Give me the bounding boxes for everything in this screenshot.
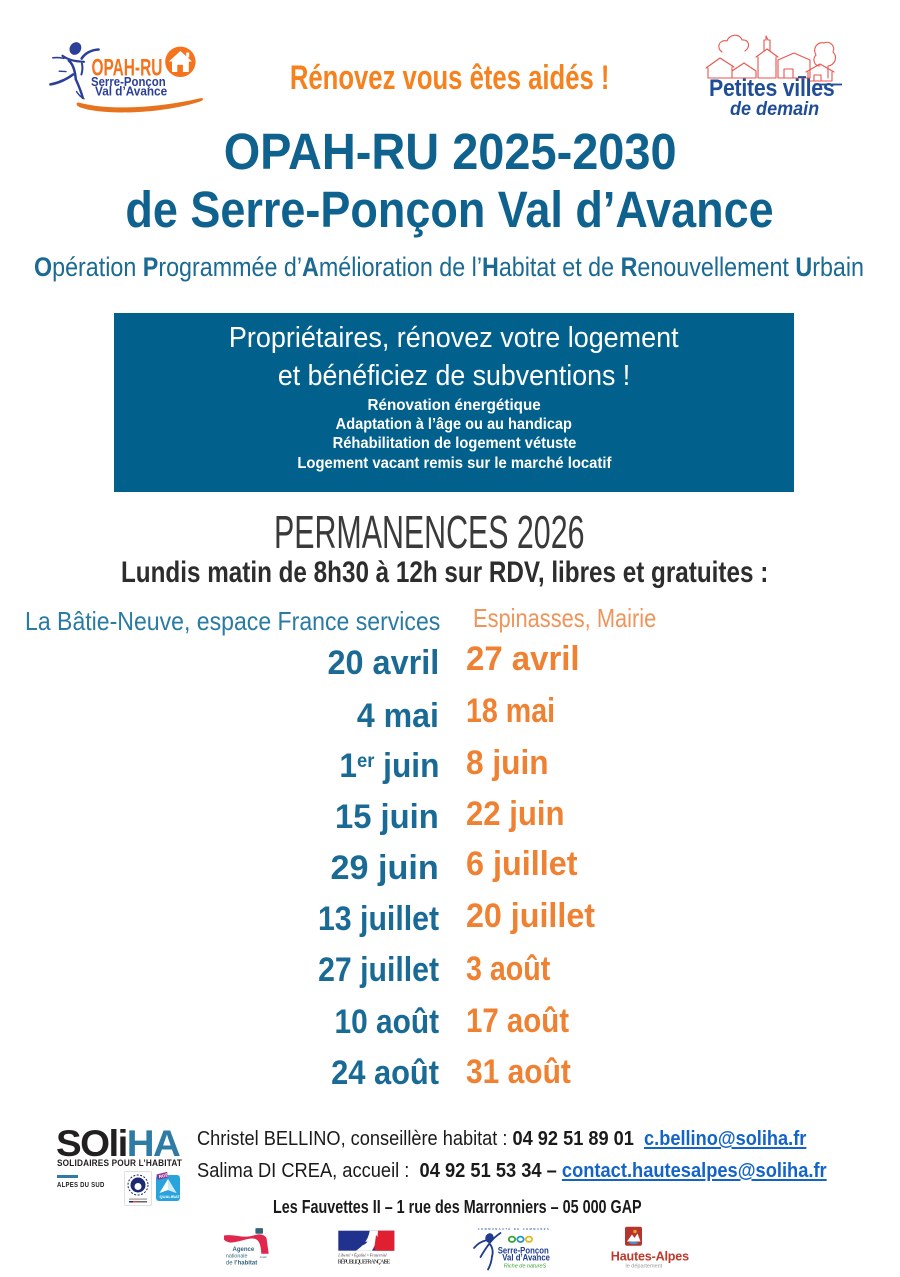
svg-text:de demain: de demain: [730, 98, 819, 120]
svg-text:le département: le département: [626, 1264, 663, 1270]
svg-text:RÉPUBLIQUE FRANÇAISE: RÉPUBLIQUE FRANÇAISE: [338, 1257, 391, 1265]
svg-text:OPAH-RU: OPAH-RU: [92, 54, 163, 82]
svg-text:Liberté • Égalité • Fraternité: Liberté • Égalité • Fraternité: [337, 1253, 388, 1258]
svg-text:COMMUNAUTÉ DE COMMUNES: COMMUNAUTÉ DE COMMUNES: [478, 1226, 550, 1231]
svg-text:de l’habitat: de l’habitat: [226, 1261, 257, 1267]
svg-text:Petites villes: Petites villes: [709, 74, 834, 102]
svg-text:QUALIBAT: QUALIBAT: [160, 1194, 181, 1199]
svg-text:nationale: nationale: [226, 1253, 248, 1259]
svg-text:Hautes-Alpes: Hautes-Alpes: [611, 1250, 689, 1264]
svg-text:Val d’Avance: Val d’Avance: [95, 84, 167, 99]
svg-text:Val d’Avance: Val d’Avance: [502, 1252, 550, 1263]
svg-text:RGE: RGE: [158, 1172, 169, 1179]
svg-text:Agence: Agence: [233, 1247, 255, 1253]
svg-text:Serre-Ponçon: Serre-Ponçon: [498, 1245, 549, 1256]
svg-text:Serre-Ponçon: Serre-Ponçon: [91, 74, 166, 89]
svg-text:Riche de natureS: Riche de natureS: [504, 1264, 547, 1270]
svg-text:Anah: Anah: [260, 1255, 267, 1259]
